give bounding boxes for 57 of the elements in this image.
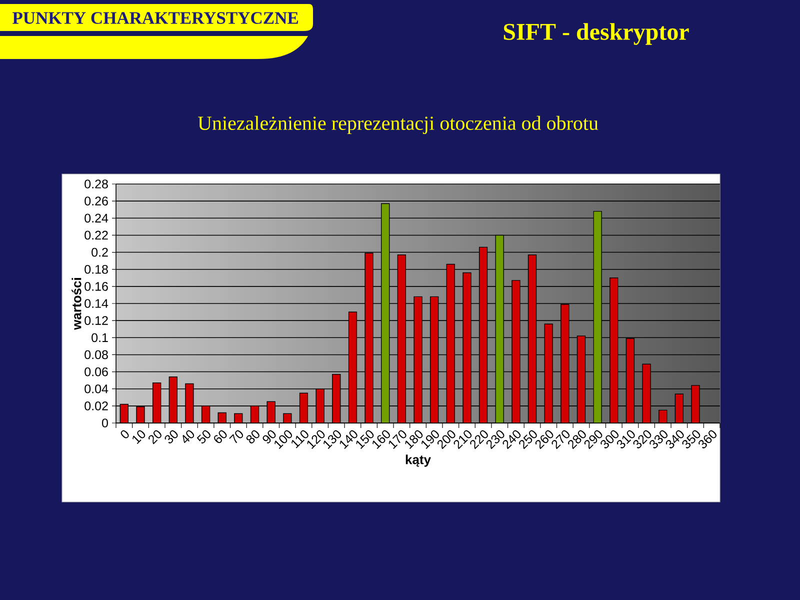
x-tick-label: 350 (682, 430, 700, 448)
y-tick-label: 0.22 (84, 230, 108, 240)
y-tick-label: 0.24 (84, 214, 108, 223)
x-tick-label: 320 (633, 430, 652, 448)
y-tick-label: 0 (102, 418, 108, 428)
x-tick-label: 310 (616, 430, 635, 448)
x-tick-label: 330 (650, 430, 668, 448)
y-tick-label: 0.12 (84, 316, 108, 325)
y-tick-label: 0.06 (84, 367, 108, 376)
x-tick-label: 120 (307, 430, 325, 449)
x-tick-label: 270 (552, 430, 570, 450)
y-axis-title: wartości (72, 278, 82, 330)
x-tick-label: 240 (502, 430, 521, 450)
x-tick-label: 130 (324, 430, 342, 449)
y-tick-label: 0.02 (84, 402, 108, 410)
x-tick-label: 40 (182, 430, 194, 444)
x-tick-label: 190 (422, 430, 439, 449)
y-tick-label: 0.08 (84, 350, 108, 360)
y-tick-label: 0.04 (84, 384, 108, 394)
x-tick-label: 150 (356, 430, 374, 449)
x-tick-label: 90 (262, 430, 276, 444)
x-tick-label: 70 (229, 430, 244, 444)
y-tick-label: 0.14 (84, 299, 108, 308)
x-tick-label: 0 (120, 430, 129, 438)
x-tick-label: 60 (214, 430, 227, 444)
chart-subtitle: Uniezależnienie reprezentacji otoczenia od obrotu (198, 116, 598, 134)
x-tick-label: 280 (568, 430, 586, 450)
x-tick-label: 210 (454, 430, 472, 450)
x-axis-title: kąty (406, 454, 431, 467)
x-tick-label: 290 (584, 430, 602, 450)
y-tick-label: 0.1 (92, 333, 108, 342)
x-tick-label: 50 (196, 430, 210, 444)
x-tick-label: 170 (388, 430, 406, 449)
text: PUNKTY CHARAKTERYSTYCZNE (12, 12, 298, 24)
x-tick-label: 110 (292, 430, 308, 448)
x-tick-label: 200 (437, 430, 456, 450)
x-tick-label: 80 (246, 430, 260, 444)
y-tick-label: 0.18 (84, 264, 108, 274)
x-tick-label: 260 (535, 430, 554, 450)
x-tick-label: 30 (164, 430, 178, 444)
x-tick-label: 140 (340, 430, 358, 449)
x-tick-label: 230 (486, 430, 504, 450)
x-tick-label: 220 (470, 430, 488, 450)
x-tick-label: 340 (666, 430, 684, 448)
y-tick-label: 0.2 (92, 248, 108, 257)
x-tick-label: 250 (519, 430, 537, 450)
x-tick-label: 20 (148, 430, 162, 444)
y-tick-label: 0.26 (84, 196, 108, 206)
x-tick-label: 100 (274, 430, 292, 449)
x-tick-label: 360 (698, 430, 716, 448)
x-tick-label: 180 (405, 430, 423, 449)
y-tick-label: 0.16 (84, 282, 108, 291)
x-tick-label: 10 (132, 430, 146, 444)
x-tick-label: 300 (600, 430, 619, 448)
y-tick-label: 0.28 (84, 180, 108, 188)
chart-title: SIFT - deskryptor (504, 23, 689, 45)
x-tick-label: 160 (372, 430, 390, 449)
